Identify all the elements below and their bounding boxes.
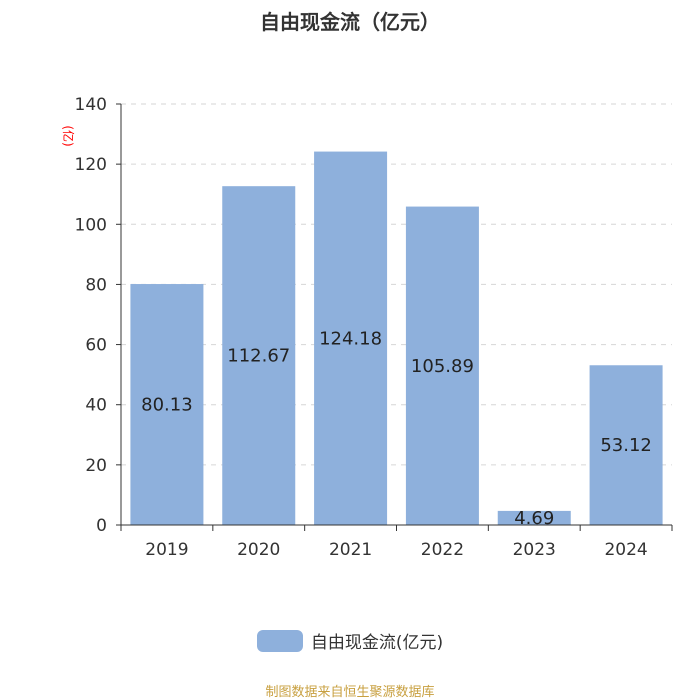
bar-value-label: 112.67 (227, 346, 290, 367)
bar-value-label: 53.12 (600, 435, 652, 456)
x-tick-label: 2020 (237, 540, 280, 560)
bar-value-label: 80.13 (141, 395, 193, 416)
legend[interactable]: 自由现金流(亿元) (0, 628, 700, 653)
bar (405, 206, 479, 525)
bar (497, 510, 571, 525)
y-tick-label: 80 (85, 275, 107, 295)
bar (222, 186, 296, 525)
legend-label: 自由现金流(亿元) (310, 633, 444, 653)
y-tick-label: 120 (75, 155, 107, 175)
chart-title: 自由现金流（亿元） (260, 10, 440, 34)
bar-value-label: 105.89 (411, 356, 474, 377)
x-tick-label: 2023 (513, 540, 556, 560)
bar (589, 365, 663, 525)
y-tick-label: 60 (85, 336, 107, 356)
axes: 0 20 40 60 80 100 120 140 2019 2020 2021 2022 2023 20… (75, 95, 673, 560)
bar-value-label: 124.18 (319, 328, 382, 349)
source-note: 制图数据来自恒生聚源数据库 (265, 685, 435, 700)
x-tick-label: 2019 (145, 540, 188, 560)
y-tick-label: 40 (85, 396, 107, 416)
bar-value-label: 4.69 (514, 508, 554, 529)
y-tick-label: 140 (75, 95, 107, 115)
x-tick-label: 2021 (329, 540, 372, 560)
y-tick-label: 100 (75, 215, 107, 235)
bar (130, 284, 204, 525)
x-tick-label: 2024 (604, 540, 647, 560)
data-labels: 80.13 112.67 124.18 105.89 4.69 53.12 (141, 328, 652, 529)
bars (130, 151, 663, 525)
y-tick-label: 20 (85, 456, 107, 476)
bar (314, 151, 388, 525)
y-tick-label: 0 (96, 516, 107, 536)
gridlines (121, 103, 672, 466)
x-tick-label: 2022 (421, 540, 464, 560)
y-axis-title: (亿) (61, 125, 76, 146)
legend-swatch (256, 629, 303, 652)
